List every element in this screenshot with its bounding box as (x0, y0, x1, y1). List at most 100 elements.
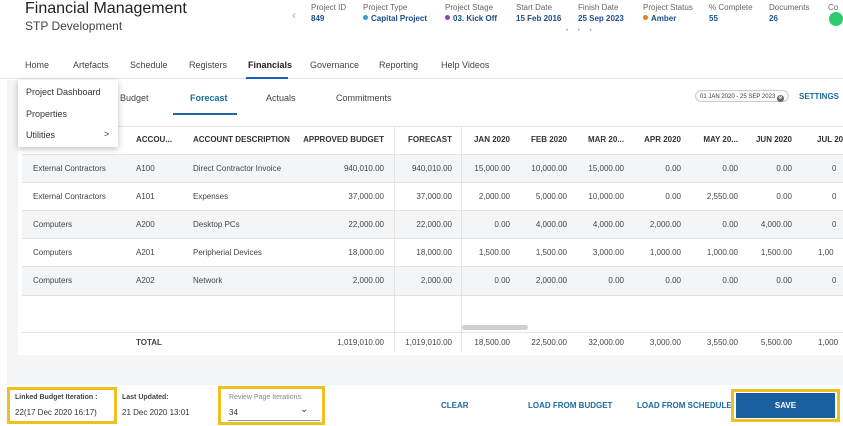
context-menu: Project Dashboard Properties Utilities > (18, 80, 118, 147)
cell-month[interactable]: 0 (832, 276, 837, 285)
cell-budget: 940,010.00 (343, 164, 384, 173)
meta-documents[interactable]: Documents 26 (769, 3, 810, 23)
nav-schedule[interactable]: Schedule (130, 60, 168, 70)
cell-month[interactable]: 0.00 (722, 220, 738, 229)
nav-financials[interactable]: Financials (248, 60, 293, 70)
cell-month[interactable]: 0.00 (776, 276, 792, 285)
total-forecast: 1,019,010.00 (405, 338, 452, 347)
total-month: 32,000.00 (588, 338, 624, 347)
cell-month[interactable]: 10,000.00 (531, 164, 567, 173)
clear-date-icon[interactable]: ⊗ (776, 95, 784, 102)
cell-month[interactable]: 2,000.00 (649, 220, 681, 229)
nav-home[interactable]: Home (25, 60, 50, 70)
table-row[interactable]: Computers A202 Network 2,000.00 2,000.00… (22, 267, 843, 295)
nav-registers[interactable]: Registers (189, 60, 228, 70)
cell-month[interactable]: 1,00 (818, 248, 834, 257)
cell-month[interactable]: 3,000.00 (592, 248, 624, 257)
col-header-account[interactable]: ACCOU... (136, 135, 172, 144)
cell-month[interactable]: 0.00 (665, 164, 681, 173)
cell-description: Peripherial Devices (193, 248, 262, 257)
menu-item-utilities[interactable]: Utilities (26, 130, 56, 140)
tab-forecast[interactable]: Forecast (190, 93, 228, 103)
table-row[interactable]: External Contractors A101 Expenses 37,00… (22, 183, 843, 211)
horizontal-scrollbar[interactable] (462, 325, 528, 330)
cell-month[interactable]: 0.00 (608, 276, 624, 285)
cell-month[interactable]: 1,500.00 (760, 248, 792, 257)
nav-governance[interactable]: Governance (310, 60, 360, 70)
cell-month[interactable]: 10,000.00 (588, 192, 624, 201)
cell-account: A100 (136, 164, 155, 173)
table-row[interactable]: External Contractors A100 Direct Contrac… (22, 155, 843, 183)
cell-month[interactable]: 0.00 (722, 164, 738, 173)
col-header-approved-budget[interactable]: APPROVED BUDGET (303, 135, 384, 144)
save-button[interactable]: SAVE (736, 393, 835, 418)
col-header-month[interactable]: JAN 2020 (473, 135, 510, 144)
cell-budget: 18,000.00 (348, 248, 384, 257)
col-header-month[interactable]: JUN 2020 (755, 135, 792, 144)
cell-month[interactable]: 0 (832, 220, 837, 229)
meta-project-id: Project ID 849 (311, 3, 347, 23)
clear-button[interactable]: CLEAR (441, 401, 469, 410)
cell-month[interactable]: 4,000.00 (592, 220, 624, 229)
review-iterations-select[interactable]: 34 (229, 408, 238, 417)
col-header-month[interactable]: MAR 20... (587, 135, 624, 144)
column-divider (461, 126, 462, 352)
cell-month[interactable]: 15,000.00 (588, 164, 624, 173)
project-name: STP Development (25, 19, 123, 33)
cell-month[interactable]: 2,550.00 (706, 192, 738, 201)
cell-forecast: 940,010.00 (411, 164, 452, 173)
cell-month[interactable]: 0.00 (665, 192, 681, 201)
load-from-budget-button[interactable]: LOAD FROM BUDGET (528, 401, 613, 410)
total-month: 18,500.00 (474, 338, 510, 347)
col-header-month[interactable]: FEB 2020 (530, 135, 567, 144)
cell-month[interactable]: 0 (832, 164, 837, 173)
cell-month[interactable]: 0.00 (776, 192, 792, 201)
carousel-dots[interactable]: • • • (566, 28, 596, 34)
col-header-month[interactable]: APR 2020 (644, 135, 681, 144)
tab-commitments[interactable]: Commitments (336, 93, 392, 103)
nav-help-videos[interactable]: Help Videos (441, 60, 490, 70)
tab-budget[interactable]: Budget (120, 93, 149, 103)
row-divider (22, 182, 843, 183)
col-header-month[interactable]: MAY 20... (703, 135, 738, 144)
cell-month[interactable]: 0 (832, 192, 837, 201)
linked-budget-label: Linked Budget Iteration : (15, 394, 98, 401)
load-from-schedule-button[interactable]: LOAD FROM SCHEDULE (637, 401, 732, 410)
cell-month[interactable]: 0.00 (665, 276, 681, 285)
cell-description: Direct Contractor Invoice (193, 164, 282, 173)
nav-reporting[interactable]: Reporting (379, 60, 419, 70)
cell-month[interactable]: 0.00 (494, 276, 510, 285)
cell-month[interactable]: 2,000.00 (535, 276, 567, 285)
col-header-forecast[interactable]: FORECAST (408, 135, 452, 144)
cell-month[interactable]: 1,000.00 (649, 248, 681, 257)
cell-account: A200 (136, 220, 155, 229)
cell-month[interactable]: 15,000.00 (474, 164, 510, 173)
chevron-down-icon[interactable]: ⌄ (300, 404, 309, 415)
cell-month[interactable]: 4,000.00 (760, 220, 792, 229)
nav-artefacts[interactable]: Artefacts (73, 60, 109, 70)
status-dot-icon (363, 15, 368, 20)
chevron-left-icon[interactable]: ‹ (292, 8, 296, 22)
cell-month[interactable]: 1,500.00 (535, 248, 567, 257)
cell-month[interactable]: 5,000.00 (535, 192, 567, 201)
total-row: TOTAL 1,019,010.00 1,019,010.00 18,500.0… (22, 329, 843, 357)
date-range-filter[interactable]: 01 JAN 2020 - 25 SEP 2023 ⊗ (695, 90, 789, 102)
cell-month[interactable]: 0.00 (494, 220, 510, 229)
menu-item-project-dashboard[interactable]: Project Dashboard (26, 87, 101, 97)
col-header-account-description[interactable]: ACCOUNT DESCRIPTION (193, 135, 290, 144)
header-divider (22, 154, 843, 155)
cell-month[interactable]: 1,500.00 (478, 248, 510, 257)
cell-month[interactable]: 4,000.00 (535, 220, 567, 229)
table-row[interactable]: Computers A200 Desktop PCs 22,000.00 22,… (22, 211, 843, 239)
cell-month[interactable]: 2,000.00 (478, 192, 510, 201)
cell-category: External Contractors (33, 192, 106, 201)
cell-month[interactable]: 0.00 (776, 164, 792, 173)
menu-item-properties[interactable]: Properties (26, 109, 68, 119)
table-row[interactable]: Computers A201 Peripherial Devices 18,00… (22, 239, 843, 267)
cell-month[interactable]: 0.00 (722, 276, 738, 285)
cell-month[interactable]: 1,000.00 (706, 248, 738, 257)
settings-link[interactable]: SETTINGS (799, 92, 840, 101)
col-header-month[interactable]: JUL 20 (817, 135, 843, 144)
page-title: Financial Management (25, 0, 187, 17)
tab-actuals[interactable]: Actuals (266, 93, 296, 103)
